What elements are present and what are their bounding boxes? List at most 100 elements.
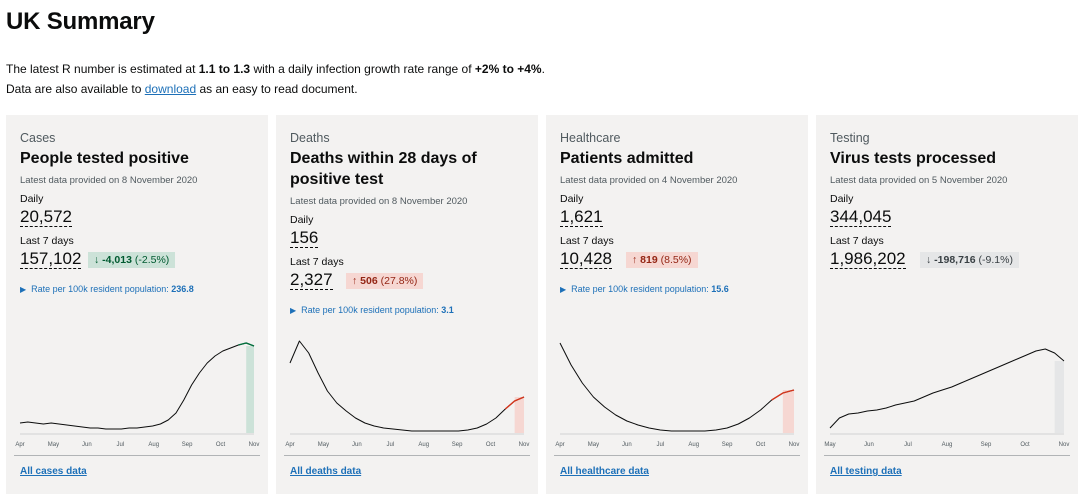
change-value: 506 [360, 275, 378, 287]
download-line: Data are also available to download as a… [6, 79, 545, 99]
card-testing: Testing Virus tests processed Latest dat… [816, 115, 1078, 494]
rate-label: Rate per 100k resident population: [31, 284, 169, 294]
x-tick-label: Oct [1020, 442, 1030, 448]
daily-value[interactable]: 344,045 [830, 207, 892, 227]
change-pct: (-9.1%) [978, 254, 1013, 266]
series-line [829, 348, 1065, 429]
down-arrow-icon: ↓ [926, 254, 932, 266]
card-caption: Testing [830, 131, 870, 145]
card-caption: Deaths [290, 131, 330, 145]
latest-data-date: Latest data provided on 8 November 2020 [20, 175, 198, 186]
x-tick-label: Sep [452, 442, 463, 448]
all-testing-link[interactable]: All testing data [830, 466, 902, 477]
change-value: -198,716 [934, 254, 976, 266]
all-cases-link[interactable]: All cases data [20, 466, 87, 477]
intro-text-5: as an easy to read document. [196, 82, 358, 96]
week-label: Last 7 days [20, 235, 74, 247]
change-value: -4,013 [102, 254, 132, 266]
x-tick-label: May [824, 442, 835, 448]
all-deaths-link[interactable]: All deaths data [290, 466, 362, 477]
week-label: Last 7 days [290, 256, 344, 268]
divider [284, 455, 530, 456]
change-pct: (27.8%) [380, 275, 418, 287]
x-tick-label: Oct [756, 442, 766, 448]
change-badge: ↑ 506 (27.8%) [346, 273, 424, 289]
card-cases: Cases People tested positive Latest data… [6, 115, 268, 494]
change-badge: ↓ -198,716 (-9.1%) [920, 252, 1019, 268]
change-value: 819 [640, 254, 658, 266]
x-tick-label: Jun [864, 442, 874, 448]
daily-value[interactable]: 20,572 [20, 207, 72, 227]
week-value[interactable]: 2,327 [290, 270, 333, 290]
daily-label: Daily [560, 193, 584, 205]
x-tick-label: Aug [942, 442, 953, 448]
card-healthcare: Healthcare Patients admitted Latest data… [546, 115, 808, 494]
series-line [289, 340, 525, 432]
rate-toggle[interactable]: ▶ Rate per 100k resident population: 236.… [20, 284, 194, 294]
rate-label: Rate per 100k resident population: [301, 305, 439, 315]
x-tick-label: Jun [622, 442, 632, 448]
x-tick-label: Aug [688, 442, 699, 448]
divider [824, 455, 1070, 456]
down-arrow-icon: ↓ [94, 254, 100, 266]
download-link[interactable]: download [144, 82, 197, 96]
divider [554, 455, 800, 456]
change-pct: (-2.5%) [134, 254, 170, 266]
daily-label: Daily [290, 214, 314, 226]
x-tick-label: May [318, 442, 329, 448]
last-7-days-line [504, 396, 525, 410]
x-tick-label: Jul [386, 442, 394, 448]
x-tick-label: Jun [352, 442, 362, 448]
x-tick-label: Nov [789, 442, 800, 448]
week-value[interactable]: 10,428 [560, 249, 612, 269]
triangle-right-icon: ▶ [290, 306, 297, 315]
last-7-days-band [514, 397, 524, 433]
x-tick-label: Sep [722, 442, 733, 448]
daily-label: Daily [20, 193, 44, 205]
rate-toggle[interactable]: ▶ Rate per 100k resident population: 3.1 [290, 305, 454, 315]
x-tick-label: Nov [249, 442, 260, 448]
last-7-days-band [246, 346, 254, 433]
r-number-line: The latest R number is estimated at 1.1 … [6, 59, 545, 79]
rate-value: 236.8 [171, 284, 194, 294]
latest-data-date: Latest data provided on 8 November 2020 [290, 196, 468, 207]
rate-toggle[interactable]: ▶ Rate per 100k resident population: 15.6 [560, 284, 729, 294]
cases-chart: Apr May Jun Jul Aug Sep Oct Nov [15, 342, 260, 448]
triangle-right-icon: ▶ [20, 285, 27, 294]
x-tick-label: Jul [656, 442, 664, 448]
intro-text-2: with a daily infection growth rate range… [250, 62, 475, 76]
up-arrow-icon: ↑ [632, 254, 638, 266]
week-label: Last 7 days [830, 235, 884, 247]
last-7-days-band [782, 390, 794, 433]
intro-text: The latest R number is estimated at 1.1 … [6, 59, 545, 99]
daily-value[interactable]: 1,621 [560, 207, 603, 227]
x-tick-label: Aug [418, 442, 429, 448]
card-heading: Patients admitted [560, 150, 694, 167]
change-pct: (8.5%) [660, 254, 692, 266]
x-tick-label: Oct [486, 442, 496, 448]
last-7-days-line [238, 342, 255, 347]
card-heading: Virus tests processed [830, 150, 997, 167]
x-tick-label: Nov [519, 442, 530, 448]
x-tick-label: May [588, 442, 599, 448]
x-tick-label: Apr [15, 442, 24, 448]
x-tick-label: Jul [116, 442, 124, 448]
change-badge: ↑ 819 (8.5%) [626, 252, 698, 268]
x-tick-label: Jun [82, 442, 92, 448]
last-7-days-line [771, 389, 795, 401]
week-value[interactable]: 157,102 [20, 249, 82, 269]
intro-text-4: Data are also available to [6, 82, 145, 96]
rate-value: 3.1 [441, 305, 454, 315]
r-range: 1.1 to 1.3 [198, 62, 251, 76]
daily-value[interactable]: 156 [290, 228, 319, 248]
card-deaths: Deaths Deaths within 28 days of positive… [276, 115, 538, 494]
change-badge: ↓ -4,013 (-2.5%) [88, 252, 176, 268]
page-title: UK Summary [6, 8, 155, 35]
week-value[interactable]: 1,986,202 [830, 249, 906, 269]
triangle-right-icon: ▶ [560, 285, 567, 294]
latest-data-date: Latest data provided on 5 November 2020 [830, 175, 1008, 186]
series-line [559, 342, 795, 432]
all-healthcare-link[interactable]: All healthcare data [560, 466, 649, 477]
divider [14, 455, 260, 456]
summary-cards: Cases People tested positive Latest data… [6, 115, 1078, 494]
